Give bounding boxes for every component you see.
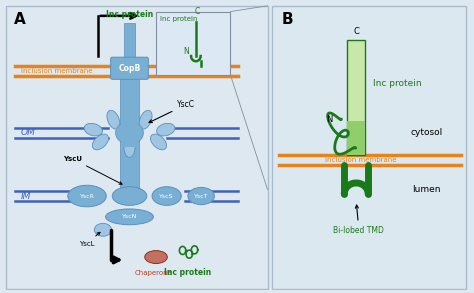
Text: YscL: YscL bbox=[79, 232, 100, 247]
Text: Inc protein: Inc protein bbox=[373, 79, 421, 88]
Text: IM: IM bbox=[21, 192, 31, 200]
Ellipse shape bbox=[145, 251, 167, 263]
FancyBboxPatch shape bbox=[110, 57, 148, 79]
Text: A: A bbox=[14, 11, 26, 27]
Text: Inc protein: Inc protein bbox=[164, 268, 211, 277]
Text: Inc protein: Inc protein bbox=[160, 16, 198, 22]
Ellipse shape bbox=[112, 187, 147, 205]
Text: YscN: YscN bbox=[122, 214, 137, 219]
Text: inclusion membrane: inclusion membrane bbox=[21, 68, 92, 74]
Ellipse shape bbox=[139, 110, 152, 129]
Text: Inc protein: Inc protein bbox=[106, 10, 153, 19]
Ellipse shape bbox=[152, 187, 181, 205]
Ellipse shape bbox=[84, 123, 102, 136]
Bar bbox=[347, 121, 365, 155]
Ellipse shape bbox=[107, 110, 120, 129]
Text: YscR: YscR bbox=[80, 194, 94, 199]
Text: YscT: YscT bbox=[194, 194, 209, 199]
Bar bbox=[121, 119, 138, 146]
Ellipse shape bbox=[106, 209, 154, 225]
Ellipse shape bbox=[92, 134, 109, 150]
Ellipse shape bbox=[188, 188, 214, 205]
Text: YscS: YscS bbox=[159, 194, 174, 199]
FancyBboxPatch shape bbox=[272, 6, 466, 289]
Ellipse shape bbox=[151, 134, 166, 150]
Ellipse shape bbox=[94, 223, 111, 236]
Text: cytosol: cytosol bbox=[410, 128, 443, 137]
Text: Bi-lobed TMD: Bi-lobed TMD bbox=[333, 205, 384, 235]
Bar bbox=[125, 23, 135, 59]
Text: OM: OM bbox=[21, 128, 36, 137]
FancyBboxPatch shape bbox=[156, 11, 230, 75]
Bar bbox=[347, 40, 365, 155]
Ellipse shape bbox=[156, 123, 175, 136]
Bar bbox=[119, 76, 139, 191]
FancyBboxPatch shape bbox=[6, 6, 267, 289]
Text: N: N bbox=[184, 47, 190, 56]
Text: YscU: YscU bbox=[63, 156, 122, 184]
Text: C: C bbox=[353, 27, 359, 36]
Ellipse shape bbox=[116, 121, 144, 144]
Text: B: B bbox=[282, 11, 293, 27]
Text: N: N bbox=[327, 115, 333, 124]
Text: C: C bbox=[194, 7, 200, 16]
Ellipse shape bbox=[124, 137, 135, 157]
Ellipse shape bbox=[68, 185, 106, 207]
Text: CopB: CopB bbox=[118, 64, 141, 73]
Text: inclusion membrane: inclusion membrane bbox=[326, 157, 397, 163]
Text: Chaperone: Chaperone bbox=[135, 270, 173, 276]
Text: YscC: YscC bbox=[149, 100, 195, 122]
Text: lumen: lumen bbox=[412, 185, 441, 194]
